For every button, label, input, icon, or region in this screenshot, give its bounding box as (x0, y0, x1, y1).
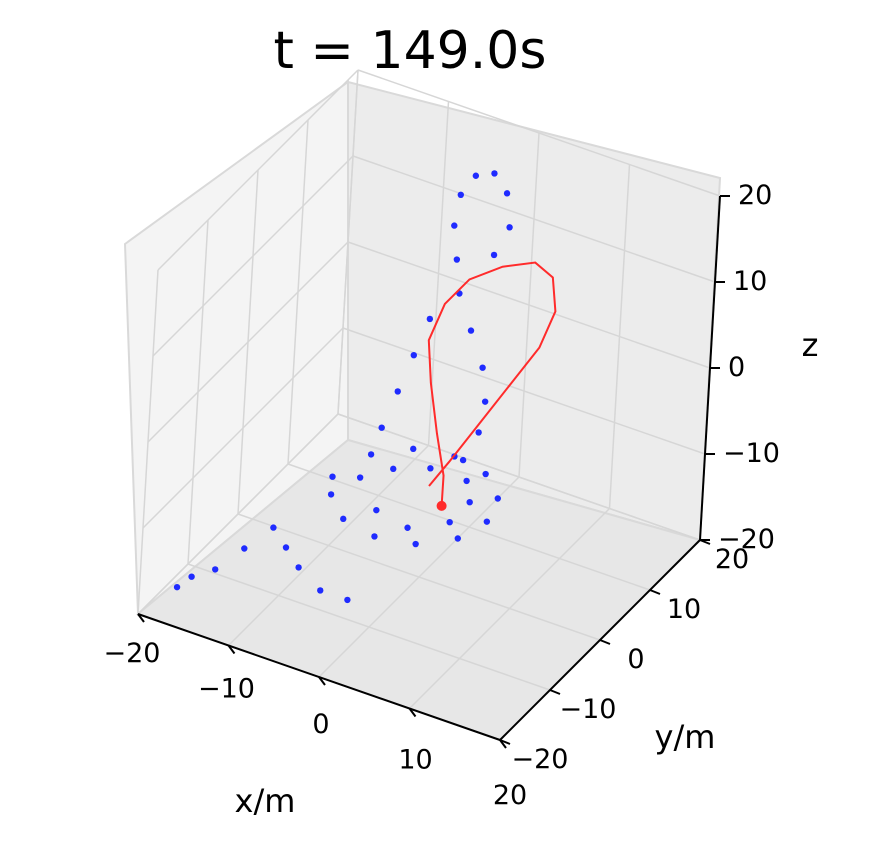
particle-point (506, 224, 513, 231)
y-tick-mark (599, 639, 611, 645)
trajectory-head-point (436, 500, 447, 511)
particle-point (390, 465, 397, 473)
x-tick-mark (318, 676, 326, 686)
grid-line-left-horizontal (147, 241, 349, 443)
particle-point (317, 587, 324, 594)
particle-point (173, 583, 181, 591)
particle-point (454, 535, 461, 542)
particle-point (295, 564, 302, 571)
particle-point (344, 596, 351, 604)
particle-point (327, 491, 335, 498)
particle-point (490, 251, 498, 259)
particle-point (446, 519, 453, 526)
z-axis-label: z (802, 326, 819, 364)
particle-point (481, 398, 489, 405)
grid-line-floor-y (337, 413, 701, 541)
particle-point (457, 191, 464, 198)
x-tick-label: 10 (398, 745, 432, 776)
particle-point (463, 477, 470, 485)
y-tick-label: 0 (627, 644, 644, 675)
x-tick-mark (227, 644, 236, 655)
y-tick-label: 10 (667, 594, 701, 625)
chart-title: t = 149.0s (274, 21, 547, 81)
grid-line-floor-y (237, 513, 601, 641)
particle-point (482, 470, 489, 478)
particle-point (483, 518, 491, 525)
particle-point (394, 388, 401, 395)
particle-point (410, 352, 417, 359)
particle-point (410, 445, 417, 453)
chart-marks (173, 170, 557, 604)
particle-point (412, 540, 419, 548)
z-tick-label: 0 (728, 352, 745, 383)
y-axis-label: y/m (655, 718, 716, 756)
trajectory-line (427, 261, 557, 506)
particle-point (466, 499, 473, 506)
particle-point (472, 172, 480, 179)
particle-point (479, 364, 486, 371)
z-tick-label: −10 (723, 438, 780, 469)
y-tick-label: −20 (512, 744, 569, 775)
particle-point (475, 429, 482, 436)
grid-line-right-vertical (608, 164, 631, 509)
x-tick-label: −20 (104, 638, 161, 669)
particle-point (453, 256, 461, 263)
particle-point (426, 315, 434, 323)
grid-line-floor-y (287, 463, 651, 591)
particle-point (371, 533, 378, 540)
x-tick-label: 20 (493, 780, 527, 811)
x-tick-label: 0 (312, 709, 329, 740)
tick-labels: −20 −20 −20 −10 −10 −10 0 0 0 10 10 10 20 20 20 (104, 180, 780, 811)
particle-point (340, 515, 347, 523)
y-tick-mark (699, 539, 711, 545)
z-tick-label: 20 (738, 180, 772, 211)
z-tick-label: −20 (718, 524, 775, 555)
grid-line-left-vertical (287, 119, 309, 465)
y-tick-label: −10 (560, 694, 617, 725)
particle-point (241, 545, 248, 552)
grid-line-right-horizontal (347, 241, 711, 369)
grid-line-left-horizontal (157, 69, 359, 271)
x-axis-label: x/m (235, 782, 296, 820)
y-tick-mark (649, 589, 661, 595)
particle-point (212, 566, 219, 573)
x-tick-mark (408, 707, 417, 718)
particle-point (467, 327, 475, 334)
particle-point (459, 456, 467, 464)
y-tick-label: 20 (715, 544, 749, 575)
particle-point (270, 524, 277, 531)
grid-line-floor-x (408, 507, 611, 710)
particle-point (404, 524, 411, 531)
particle-point (329, 473, 336, 480)
gridlines (137, 69, 721, 741)
grid-line-right-horizontal (357, 69, 721, 197)
grid-line-right-horizontal (352, 155, 716, 283)
particle-point (282, 544, 290, 551)
particle-point (494, 495, 501, 502)
y-tick-mark (549, 689, 561, 695)
x-tick-mark (137, 613, 145, 623)
particle-point (356, 474, 364, 481)
particle-point (373, 506, 380, 514)
particle-point (491, 170, 498, 177)
particle-point (503, 190, 511, 197)
particle-point (188, 573, 195, 580)
particle-point (367, 451, 375, 458)
grid-line-left-vertical (337, 69, 359, 415)
particle-point (451, 222, 458, 229)
grid-line-left-horizontal (152, 155, 354, 357)
particle-point (378, 424, 385, 431)
particle-point (427, 465, 434, 472)
x-tick-label: −10 (198, 674, 255, 705)
z-tick-label: 10 (733, 266, 767, 297)
x-tick-mark (499, 739, 507, 749)
